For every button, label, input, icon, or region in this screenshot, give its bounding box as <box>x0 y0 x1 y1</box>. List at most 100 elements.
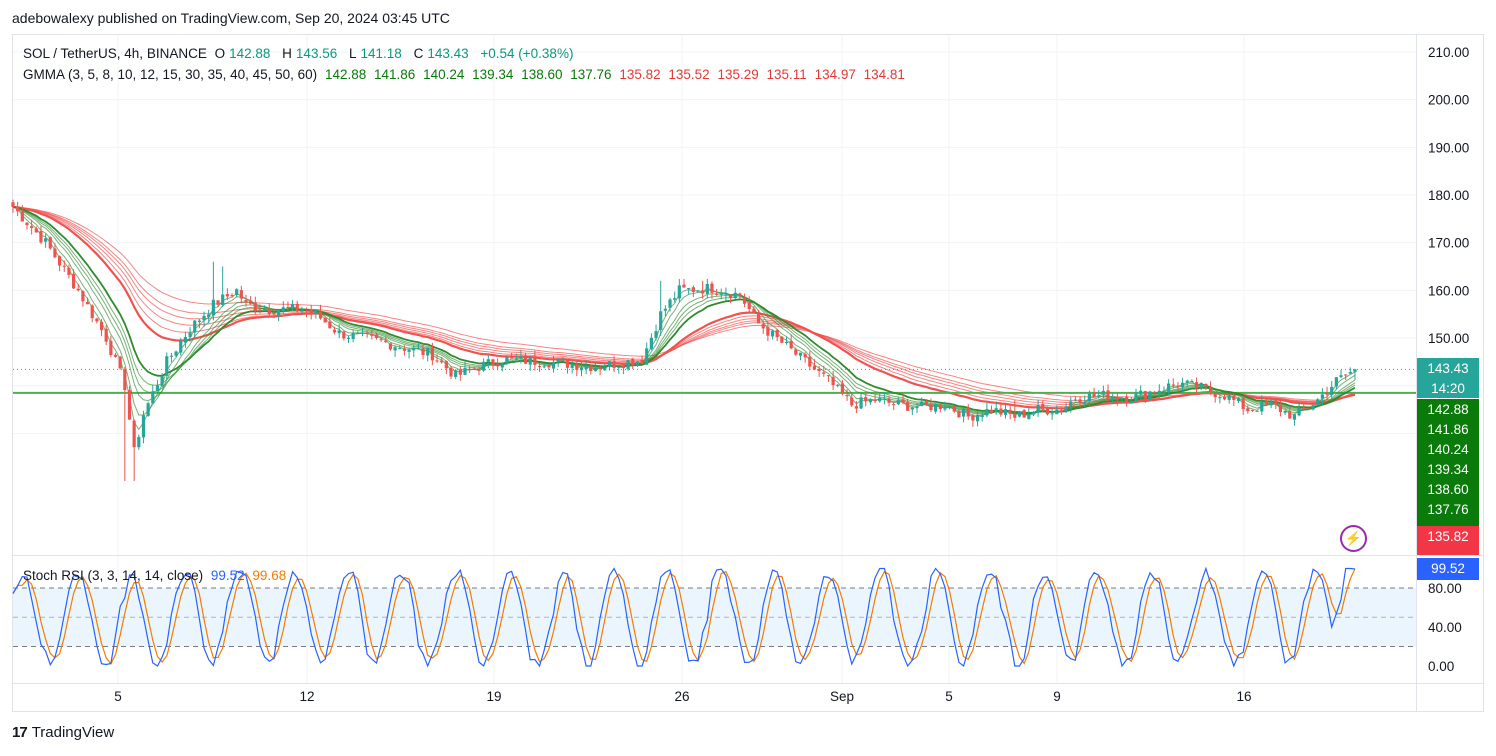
candle-body <box>547 365 551 368</box>
candle-body <box>509 357 514 359</box>
lightning-icon[interactable]: ⚡ <box>1340 525 1367 552</box>
candle-body <box>1334 377 1338 387</box>
gmma-short-badge <box>1417 399 1479 526</box>
gmma-name[interactable]: GMMA (3, 5, 8, 10, 12, 15, 30, 35, 40, 4… <box>23 67 318 82</box>
candle-body <box>756 312 761 324</box>
candle-body <box>1134 393 1138 402</box>
candle-body <box>705 283 709 294</box>
candle-body <box>901 399 905 403</box>
candle-body <box>873 399 877 402</box>
candle-body <box>48 237 52 249</box>
candle-body <box>20 211 24 222</box>
candle-body <box>1199 382 1203 388</box>
candle-body <box>1353 369 1357 372</box>
candle-body <box>300 310 304 312</box>
gmma-short-value: 141.86 <box>374 67 416 82</box>
stoch-d-value: 99.68 <box>252 568 287 583</box>
candle-body <box>239 290 243 299</box>
candle-body <box>854 406 859 409</box>
candle-body <box>277 310 281 316</box>
candle-body <box>309 309 313 314</box>
candle-body <box>1194 382 1199 389</box>
symbol-legend[interactable]: SOL / TetherUS, 4h, BINANCE O 142.88 H 143… <box>23 45 577 63</box>
candle-body <box>803 354 807 358</box>
stoch-legend[interactable]: Stoch RSI (3, 3, 14, 14, close) 99.52 99… <box>23 567 290 585</box>
candle-body <box>314 310 318 314</box>
candle-body <box>878 398 882 402</box>
candle-body <box>626 360 630 370</box>
candle-body <box>137 436 141 448</box>
candle-body <box>640 360 644 364</box>
candle-body <box>673 298 677 300</box>
candle-body <box>123 369 127 391</box>
candle-body <box>994 408 998 412</box>
tradingview-brand: TradingView <box>31 724 115 741</box>
candle-body <box>486 359 490 363</box>
gmma-short-badge-text: 139.34 <box>1427 462 1469 477</box>
candle-body <box>1157 390 1161 394</box>
candle-body <box>1208 387 1213 392</box>
candle-body <box>789 340 793 349</box>
pane-divider[interactable] <box>12 555 1484 556</box>
candle-body <box>393 347 397 351</box>
candle-body <box>318 311 323 319</box>
candle-body <box>682 284 686 288</box>
candle-body <box>34 228 38 233</box>
candle-body <box>645 348 649 365</box>
price-tick-label: 160.00 <box>1428 283 1469 298</box>
candle-body <box>980 415 984 417</box>
candle-body <box>360 332 365 334</box>
gmma-legend[interactable]: GMMA (3, 5, 8, 10, 12, 15, 30, 35, 40, 4… <box>23 66 909 84</box>
candle-body <box>67 267 71 275</box>
candle-body <box>1036 404 1040 413</box>
publish-attribution: adebowalexy published on TradingView.com… <box>12 10 450 26</box>
candle-body <box>193 320 197 333</box>
candle-body <box>267 308 271 315</box>
candle-body <box>1055 409 1059 415</box>
candle-body <box>365 332 369 335</box>
stoch-name[interactable]: Stoch RSI (3, 3, 14, 14, close) <box>23 568 204 583</box>
candle-body <box>952 406 956 412</box>
candle-body <box>556 359 560 363</box>
candle-body <box>146 403 150 416</box>
candle-body <box>985 409 989 416</box>
gmma-long-group <box>12 205 1416 410</box>
candle-body <box>1311 405 1315 410</box>
candle-body <box>472 368 476 370</box>
tradingview-logo[interactable]: 17 TradingView <box>12 724 114 741</box>
candle-body <box>1120 397 1124 399</box>
candle-body <box>975 415 980 422</box>
candle-body <box>943 408 947 410</box>
candle-body <box>323 318 327 323</box>
candle-body <box>1320 394 1324 399</box>
candle-body <box>631 358 635 366</box>
candle-body <box>328 321 332 329</box>
candle-body <box>202 315 206 321</box>
axes: 210.00200.00190.00180.00170.00160.00150.… <box>114 45 1469 704</box>
candle-body <box>710 283 714 293</box>
candle-body <box>1222 396 1227 400</box>
candle-body <box>519 356 523 358</box>
candle-body <box>421 348 425 355</box>
candle-body <box>999 408 1003 415</box>
tradingview-mark-icon: 17 <box>12 724 28 741</box>
candle-body <box>235 289 239 296</box>
candle-body <box>728 294 733 299</box>
gmma-short-value: 140.24 <box>423 67 465 82</box>
candle-body <box>770 330 775 337</box>
candle-body <box>104 328 108 342</box>
candle-body <box>1050 413 1054 415</box>
candle-body <box>1264 401 1269 405</box>
candle-body <box>957 411 961 418</box>
low-value: L 141.18 <box>348 46 402 61</box>
time-tick-label: 12 <box>299 689 314 704</box>
candle-body <box>491 359 495 366</box>
stoch-band <box>13 587 1416 647</box>
candle-body <box>95 318 99 322</box>
candle-body <box>924 401 928 405</box>
candle-body <box>430 347 434 361</box>
candle-body <box>868 399 872 403</box>
candle-body <box>850 397 854 406</box>
symbol-name[interactable]: SOL / TetherUS, 4h, BINANCE <box>23 46 207 61</box>
